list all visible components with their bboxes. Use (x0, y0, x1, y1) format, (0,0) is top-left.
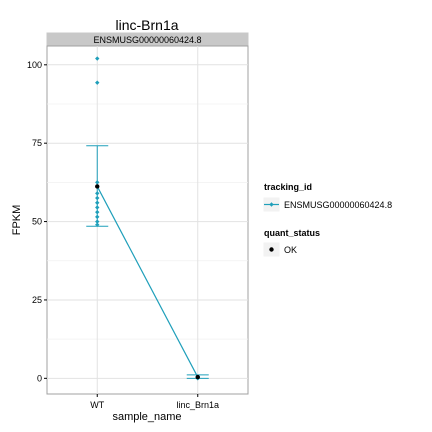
y-tick-label: 100 (27, 60, 42, 70)
replicate-point (95, 195, 100, 201)
x-axis-label: sample_name (112, 411, 181, 423)
y-axis-label: FPKM (11, 205, 23, 236)
replicate-point (95, 205, 100, 210)
plot-panel (46, 45, 249, 395)
y-tick-label: 75 (32, 138, 42, 148)
legend: tracking_id ENSMUSG00000060424.8 quant_sta… (262, 182, 392, 258)
legend-label: ENSMUSG00000060424.8 (284, 200, 392, 210)
replicate-point (95, 222, 100, 227)
replicate-point (95, 80, 100, 85)
series-line (96, 186, 199, 378)
y-tick-label: 50 (32, 217, 42, 227)
replicate-point (95, 191, 100, 196)
legend-point-symbol (269, 247, 274, 252)
chart-title: linc-Brn1a (115, 17, 178, 33)
mean-point (95, 184, 100, 189)
y-tick-label: 0 (37, 373, 42, 383)
x-tick-label: WT (90, 400, 104, 410)
replicate-point (95, 180, 100, 185)
mean-point (195, 374, 200, 380)
replicate-point (95, 219, 100, 224)
replicate-point (95, 209, 100, 215)
replicate-point (95, 56, 100, 61)
facet-label: ENSMUSG00000060424.8 (93, 35, 201, 45)
legend-label: OK (284, 245, 297, 255)
x-axis: WT linc_Brn1a (90, 394, 219, 410)
y-axis: 0 25 50 75 100 (27, 60, 47, 383)
legend-title: quant_status (264, 228, 320, 238)
series-layer (86, 56, 209, 381)
x-tick-label: linc_Brn1a (176, 400, 219, 410)
replicate-point (95, 214, 100, 220)
y-tick-label: 25 (32, 295, 42, 305)
replicate-point (95, 200, 100, 205)
legend-title: tracking_id (264, 182, 312, 192)
legend-point-symbol (269, 202, 274, 207)
